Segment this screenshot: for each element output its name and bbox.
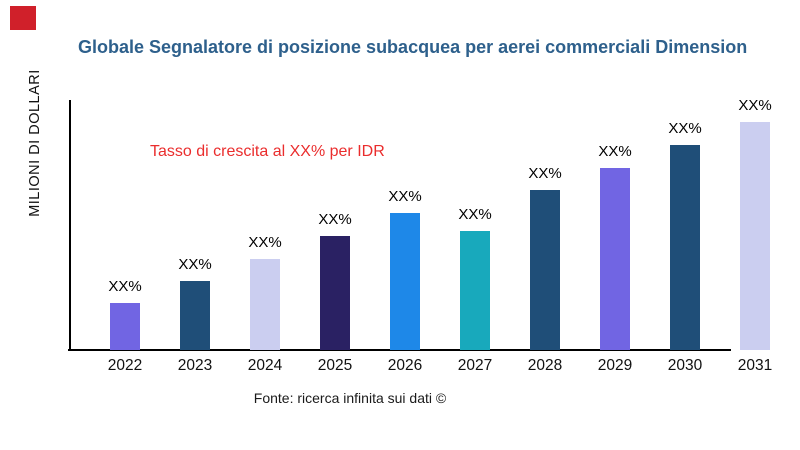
x-tick-label-2024: 2024 [247,357,283,374]
x-tick-label-2029: 2029 [597,357,633,374]
bar-2026 [390,213,420,350]
bar-value-label-2028: XX% [528,165,562,182]
bar-value-label-2025: XX% [318,211,352,228]
source-credit: Fonte: ricerca infinita sui dati © [253,390,447,406]
bar-2031 [740,122,770,350]
bar-value-label-2027: XX% [458,206,492,223]
bar-2023 [180,281,210,350]
bar-value-label-2029: XX% [598,143,632,160]
x-tick-label-2025: 2025 [317,357,353,374]
bar-value-label-2031: XX% [738,97,772,114]
bar-value-label-2026: XX% [388,188,422,205]
x-tick-label-2022: 2022 [107,357,143,374]
bar-value-label-2023: XX% [178,256,212,273]
y-axis-line [69,100,71,350]
red-accent-square [10,6,36,30]
bar-2025 [320,236,350,350]
x-tick-label-2028: 2028 [527,357,563,374]
x-tick-label-2026: 2026 [387,357,423,374]
growth-rate-annotation: Tasso di crescita al XX% per IDR [150,143,385,160]
chart-title: Globale Segnalatore di posizione subacqu… [78,37,748,57]
y-axis-label: MILIONI DI DOLLARI [27,69,43,217]
bar-2024 [250,259,280,350]
x-tick-label-2027: 2027 [457,357,493,374]
bar-2022 [110,303,140,350]
bar-2027 [460,231,490,350]
bar-2029 [600,168,630,350]
x-tick-label-2031: 2031 [737,357,773,374]
bar-2030 [670,145,700,350]
bar-value-label-2024: XX% [248,234,282,251]
x-tick-label-2030: 2030 [667,357,703,374]
x-tick-label-2023: 2023 [177,357,213,374]
bar-2028 [530,190,560,350]
bar-value-label-2030: XX% [668,120,702,137]
bar-value-label-2022: XX% [108,278,142,295]
x-axis-line [68,349,731,351]
